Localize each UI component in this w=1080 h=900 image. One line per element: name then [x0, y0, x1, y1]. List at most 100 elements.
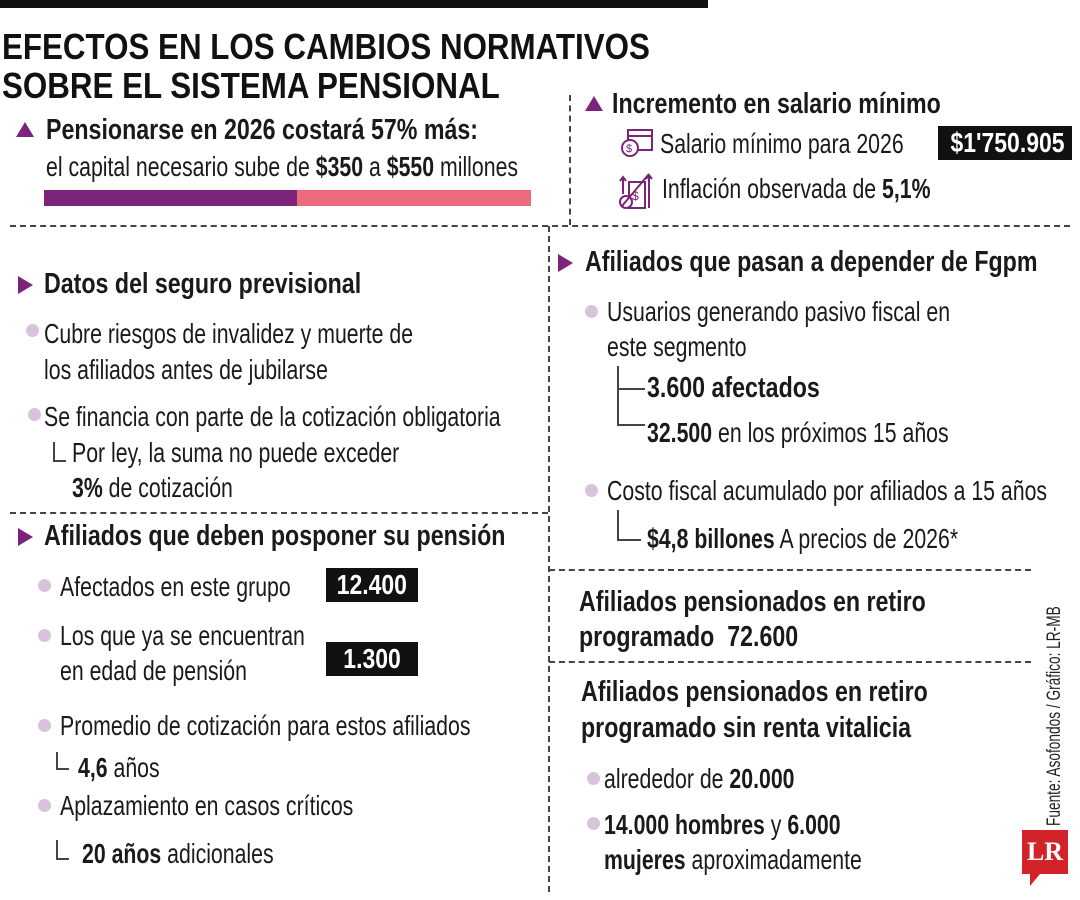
value: 72.600 — [727, 621, 799, 653]
value-after: $550 — [386, 151, 435, 182]
triangle-right-icon — [18, 528, 33, 546]
text: a — [363, 151, 387, 182]
value: 6.000 — [787, 809, 841, 840]
connector — [53, 442, 55, 462]
min-salary-value: $1'750.905 — [938, 126, 1072, 160]
page-title-line2: SOBRE EL SISTEMA PENSIONAL — [2, 65, 500, 106]
fgpm-cost: $4,8 billones A precios de 2026* — [647, 523, 958, 555]
value: $1'750.905 — [950, 127, 1065, 158]
inflation-icon: $ — [619, 173, 653, 209]
fgpm-future: 32.500 en los próximos 15 años — [647, 417, 949, 449]
bullet — [28, 408, 41, 421]
capital-bar — [44, 190, 531, 206]
value: 20.000 — [729, 763, 795, 794]
affected-value: 12.400 — [326, 568, 418, 602]
pension-cost-heading: Pensionarse en 2026 costará 57% más: — [46, 114, 479, 146]
bullet — [585, 305, 598, 318]
divider — [549, 661, 1031, 663]
text: programado — [579, 621, 715, 653]
svg-text:$: $ — [626, 143, 632, 155]
fgpm-heading: Afiliados que pasan a depender de Fgpm — [585, 246, 1038, 278]
text: A precios de 2026* — [774, 523, 959, 554]
bullet — [38, 799, 51, 812]
postpone-item: Aplazamiento en casos críticos — [60, 790, 354, 821]
value: 32.500 — [647, 417, 713, 448]
sin-renta-heading: Afiliados pensionados en retiro — [581, 676, 928, 708]
bullet — [38, 579, 51, 592]
value: 14.000 hombres — [604, 809, 765, 840]
triangle-up-icon — [16, 122, 34, 137]
value: $4,8 billones — [647, 523, 775, 554]
postpone-item-cont: en edad de pensión — [60, 655, 247, 686]
insurance-subitem-cont: 3% de cotización — [72, 472, 233, 504]
capital-bar-before — [44, 190, 298, 206]
bullet — [38, 719, 51, 732]
sin-renta-item: alrededor de 20.000 — [604, 763, 794, 795]
connector — [617, 424, 645, 426]
postpone-subitem: 20 años adicionales — [82, 838, 274, 870]
text: y — [764, 809, 788, 840]
sin-renta-heading-cont: programado sin renta vitalicia — [581, 712, 912, 744]
fgpm-affected: 3.600 afectados — [647, 372, 820, 404]
triangle-up-icon — [585, 96, 603, 111]
connector — [56, 858, 69, 860]
source-credit: Fuente: Asofondos / Gráfico: LR-MB — [1044, 606, 1065, 826]
bullet — [26, 324, 39, 337]
min-salary-label: Salario mínimo para 2026 — [660, 128, 904, 159]
text: alrededor de — [604, 763, 730, 794]
divider — [10, 225, 1070, 227]
value-before: $350 — [315, 151, 364, 182]
value: mujeres — [604, 844, 686, 875]
value: 3% — [72, 472, 103, 503]
text: millones — [434, 151, 519, 182]
pension-cost-detail: el capital necesario sube de $350 a $550… — [46, 151, 518, 183]
text: aproximadamente — [685, 844, 862, 875]
text: de cotización — [102, 472, 233, 503]
fgpm-item: Costo fiscal acumulado por afiliados a 1… — [607, 475, 1048, 506]
triangle-right-icon — [558, 254, 573, 272]
postpone-heading: Afiliados que deben posponer su pensión — [44, 520, 506, 552]
insurance-subitem: Por ley, la suma no puede exceder — [72, 437, 400, 468]
value: 20 años — [82, 838, 162, 869]
value: 12.400 — [336, 569, 408, 600]
connector — [617, 510, 619, 541]
insurance-item: Se financia con parte de la cotización o… — [44, 401, 501, 432]
bullet — [587, 817, 600, 830]
postpone-subitem: 4,6 años — [78, 752, 160, 784]
connector — [56, 840, 58, 860]
insurance-heading: Datos del seguro previsional — [44, 268, 362, 300]
text: en los próximos 15 años — [712, 417, 949, 448]
connector — [56, 768, 69, 770]
fgpm-item: Usuarios generando pasivo fiscal en — [607, 296, 951, 327]
logo-tail — [1030, 874, 1040, 886]
insurance-item: Cubre riesgos de invalidez y muerte de — [44, 318, 414, 349]
sin-renta-item-cont: mujeres aproximadamente — [604, 844, 862, 876]
fgpm-item-cont: este segmento — [607, 331, 747, 362]
divider — [549, 569, 1031, 571]
value: 5,1% — [882, 173, 931, 204]
retiro-heading: Afiliados pensionados en retiro — [579, 586, 926, 618]
text: Inflación observada de — [662, 173, 883, 204]
sin-renta-item: 14.000 hombres y 6.000 — [604, 809, 841, 841]
lr-logo: LR — [1022, 830, 1068, 886]
bullet — [585, 484, 598, 497]
salary-calendar-icon: $ — [621, 129, 653, 157]
postpone-item: Afectados en este grupo — [60, 571, 291, 602]
connector — [617, 366, 619, 426]
connector — [56, 752, 58, 770]
svg-text:$: $ — [632, 189, 639, 203]
divider — [548, 226, 550, 892]
top-rule — [0, 0, 708, 8]
text: años — [107, 752, 160, 783]
inflation-text: Inflación observada de 5,1% — [662, 173, 931, 205]
connector — [53, 460, 66, 462]
salary-heading: Incremento en salario mínimo — [612, 88, 941, 120]
insurance-item-cont: los afiliados antes de jubilarse — [44, 354, 328, 385]
postpone-item: Promedio de cotización para estos afilia… — [60, 710, 471, 741]
logo-text: LR — [1026, 837, 1064, 866]
connector — [617, 388, 645, 390]
postpone-item: Los que ya se encuentran — [60, 620, 305, 651]
text: adicionales — [161, 838, 274, 869]
text: el capital necesario sube de — [46, 151, 316, 182]
value: 1.300 — [343, 643, 401, 674]
